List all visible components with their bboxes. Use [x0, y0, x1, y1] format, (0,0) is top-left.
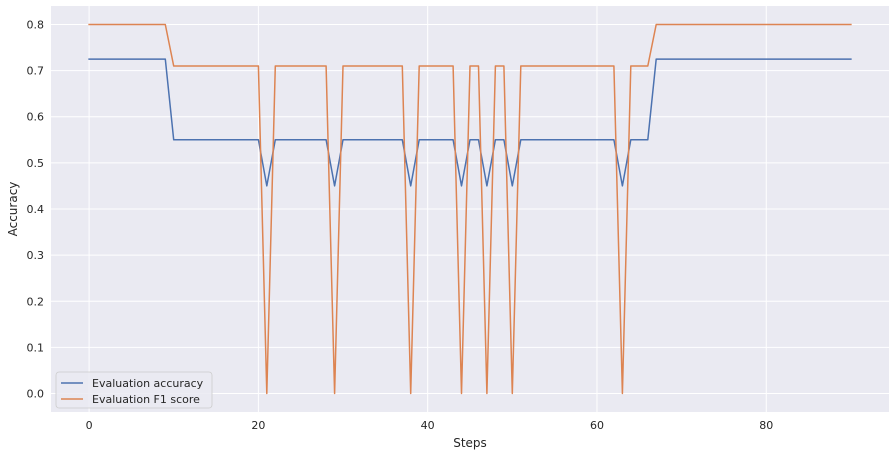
x-tick-label: 60 [590, 419, 604, 432]
legend-label-accuracy: Evaluation accuracy [92, 377, 204, 390]
y-tick-label: 0.0 [27, 388, 45, 401]
y-tick-labels: 0.0 0.1 0.2 0.3 0.4 0.5 0.6 0.7 0.8 [27, 18, 45, 400]
x-tick-label: 80 [759, 419, 773, 432]
y-tick-label: 0.8 [27, 18, 45, 31]
legend: Evaluation accuracy Evaluation F1 score [55, 371, 213, 409]
series-layer [88, 23, 852, 395]
y-tick-label: 0.1 [27, 341, 45, 354]
x-tick-label: 40 [421, 419, 435, 432]
y-tick-label: 0.2 [27, 295, 45, 308]
legend-frame [55, 371, 213, 409]
series-line-1 [88, 23, 852, 395]
series-line-0 [88, 58, 852, 187]
y-tick-label: 0.6 [27, 111, 45, 124]
x-tick-label: 20 [251, 419, 265, 432]
y-tick-label: 0.4 [27, 203, 45, 216]
y-tick-label: 0.7 [27, 65, 45, 78]
grid [51, 6, 889, 412]
x-axis-label: Steps [453, 436, 487, 450]
y-tick-label: 0.3 [27, 249, 45, 262]
x-tick-label: 0 [86, 419, 93, 432]
y-axis-label: Accuracy [6, 182, 20, 237]
y-tick-label: 0.5 [27, 157, 45, 170]
legend-label-f1: Evaluation F1 score [92, 393, 200, 406]
x-tick-labels: 0 20 40 60 80 [86, 419, 774, 432]
